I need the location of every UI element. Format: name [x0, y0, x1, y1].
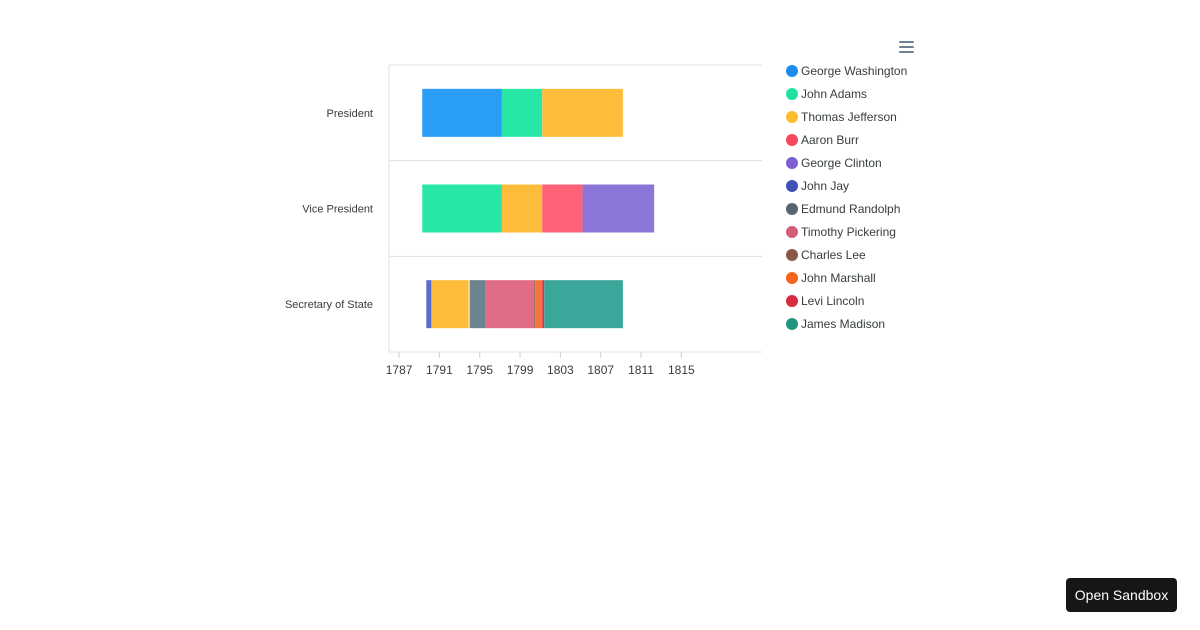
category-label: President [327, 108, 373, 120]
hamburger-menu-icon[interactable] [897, 39, 917, 55]
legend-label: Levi Lincoln [801, 294, 864, 308]
range-bar[interactable] [542, 184, 583, 233]
legend-item[interactable]: James Madison [786, 317, 885, 331]
legend-item[interactable]: George Clinton [786, 156, 882, 170]
bar-layer [422, 88, 655, 329]
open-sandbox-button[interactable]: Open Sandbox [1066, 578, 1177, 612]
range-bar[interactable] [534, 280, 536, 329]
range-bar[interactable] [422, 184, 502, 233]
legend-marker [786, 180, 798, 192]
legend-label: Timothy Pickering [801, 225, 896, 239]
legend-marker [786, 88, 798, 100]
legend-marker [786, 272, 798, 284]
legend-marker [786, 249, 798, 261]
legend-label: John Marshall [801, 271, 876, 285]
legend: George Washington John Adams Thomas Jeffer… [786, 64, 907, 331]
range-bar[interactable] [469, 280, 486, 329]
x-tick-label: 1811 [628, 363, 654, 377]
legend-label: James Madison [801, 317, 885, 331]
range-bar[interactable] [582, 184, 655, 233]
legend-label: Charles Lee [801, 248, 866, 262]
x-tick-label: 1803 [547, 363, 574, 377]
range-bar[interactable] [422, 88, 502, 137]
legend-item[interactable]: Levi Lincoln [786, 294, 864, 308]
legend-marker [786, 295, 798, 307]
legend-marker [786, 134, 798, 146]
legend-label: Edmund Randolph [801, 202, 900, 216]
range-bar[interactable] [542, 88, 623, 137]
legend-label: John Adams [801, 87, 867, 101]
range-bar[interactable] [485, 280, 535, 329]
legend-marker [786, 203, 798, 215]
legend-item[interactable]: Timothy Pickering [786, 225, 896, 239]
x-tick-label: 1795 [466, 363, 493, 377]
legend-label: Thomas Jefferson [801, 110, 897, 124]
legend-label: John Jay [801, 179, 849, 193]
range-bar[interactable] [535, 280, 543, 329]
category-label: Secretary of State [285, 299, 373, 311]
range-bar[interactable] [542, 280, 545, 329]
legend-marker [786, 318, 798, 330]
range-bar[interactable] [544, 280, 623, 329]
axis-layer: President Vice President Secretary of Stat… [285, 108, 762, 377]
legend-marker [786, 111, 798, 123]
legend-item[interactable]: Thomas Jefferson [786, 110, 897, 124]
legend-item[interactable]: Edmund Randolph [786, 202, 900, 216]
legend-label: George Washington [801, 64, 907, 78]
legend-item[interactable]: John Jay [786, 179, 849, 193]
legend-marker [786, 65, 798, 77]
legend-item[interactable]: Charles Lee [786, 248, 866, 262]
range-bar[interactable] [431, 280, 469, 329]
legend-item[interactable]: Aaron Burr [786, 133, 859, 147]
grid-layer [388, 64, 762, 352]
legend-marker [786, 157, 798, 169]
legend-label: Aaron Burr [801, 133, 859, 147]
legend-item[interactable]: John Adams [786, 87, 867, 101]
x-tick-label: 1815 [668, 363, 695, 377]
x-tick-label: 1791 [426, 363, 453, 377]
x-tick-label: 1807 [587, 363, 614, 377]
x-tick-label: 1787 [386, 363, 413, 377]
range-bar[interactable] [501, 184, 543, 233]
range-bar[interactable] [426, 280, 432, 329]
legend-label: George Clinton [801, 156, 882, 170]
legend-marker [786, 226, 798, 238]
range-bar[interactable] [501, 88, 543, 137]
legend-item[interactable]: George Washington [786, 64, 907, 78]
legend-item[interactable]: John Marshall [786, 271, 876, 285]
category-label: Vice President [302, 204, 373, 216]
x-tick-label: 1799 [507, 363, 534, 377]
